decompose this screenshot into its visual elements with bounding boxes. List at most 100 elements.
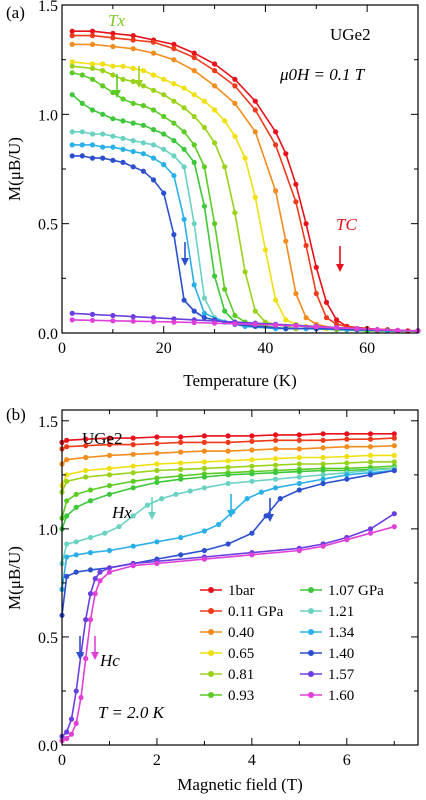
panel-a-series-9 (69, 153, 421, 334)
arrow-indicator (113, 74, 121, 98)
data-point (293, 199, 299, 205)
data-point (161, 76, 167, 82)
data-point (191, 159, 197, 165)
data-point (296, 547, 302, 554)
legend-label: 1.60 (328, 688, 354, 704)
data-point (391, 511, 397, 517)
data-point (178, 449, 184, 455)
data-point (69, 63, 75, 69)
data-point (344, 453, 350, 460)
data-point (150, 87, 157, 93)
data-point (232, 100, 238, 106)
data-point (87, 498, 94, 504)
data-point (320, 543, 326, 549)
data-point (252, 129, 258, 135)
data-point (110, 30, 116, 36)
data-point (354, 326, 360, 332)
data-point (181, 164, 187, 170)
data-point (161, 113, 167, 120)
panel-a-arrows (113, 66, 344, 272)
data-point (334, 317, 340, 323)
data-point (249, 457, 255, 463)
data-point (181, 216, 187, 222)
data-point (97, 569, 103, 575)
data-point (87, 534, 94, 541)
data-point (367, 431, 374, 437)
data-point (225, 458, 231, 464)
data-point (344, 444, 350, 450)
y-tick-label: 1.5 (38, 414, 58, 431)
data-point (100, 131, 106, 137)
data-point (140, 83, 146, 89)
data-point (273, 446, 279, 452)
series-line (72, 61, 418, 332)
data-point (89, 33, 96, 39)
data-point (277, 496, 283, 502)
data-point (159, 496, 165, 502)
series-line (72, 155, 418, 332)
data-point (89, 76, 96, 82)
data-point (106, 491, 113, 497)
data-point (252, 321, 258, 327)
data-point (249, 478, 255, 484)
data-point (64, 478, 70, 484)
panel-b-xlabel: Magnetic field (T) (177, 775, 303, 794)
data-point (249, 463, 255, 469)
data-point (273, 142, 279, 148)
data-point (191, 319, 197, 326)
series-line (72, 65, 418, 332)
data-point (69, 142, 75, 148)
data-point (144, 502, 150, 508)
data-point (367, 452, 374, 458)
data-point (374, 326, 380, 333)
data-point (89, 61, 96, 67)
data-point (130, 78, 136, 85)
data-point (181, 105, 187, 111)
data-point (296, 487, 302, 493)
data-point (154, 475, 160, 481)
data-point (283, 238, 289, 244)
data-point (273, 432, 279, 438)
data-point (110, 116, 116, 122)
data-point (140, 140, 146, 146)
data-point (367, 530, 374, 536)
data-point (201, 485, 207, 491)
data-point (273, 485, 279, 491)
data-point (178, 534, 184, 541)
data-point (130, 100, 136, 106)
legend-label: 1.34 (328, 625, 355, 641)
panel-a-tc-label: TC (336, 215, 357, 234)
data-point (130, 442, 136, 448)
data-point (252, 98, 258, 104)
legend-swatch-marker (208, 692, 214, 698)
panel-a-series-0 (69, 28, 421, 334)
data-point (191, 50, 197, 56)
data-point (89, 317, 96, 323)
data-point (150, 127, 157, 133)
data-point (110, 133, 116, 139)
data-point (212, 273, 218, 279)
arrow-indicator (135, 66, 143, 88)
data-point (89, 311, 96, 317)
data-point (313, 324, 319, 330)
data-point (130, 46, 136, 52)
data-point (225, 433, 231, 439)
data-point (225, 464, 231, 470)
data-point (212, 83, 218, 89)
legend-label: 0.11 GPa (228, 604, 284, 620)
arrow-indicator (266, 498, 274, 522)
data-point (154, 440, 160, 447)
data-point (262, 247, 268, 253)
legend-swatch-marker (208, 587, 214, 593)
data-point (140, 68, 146, 74)
data-point (92, 576, 98, 582)
panel-a-compound-label: UGe2 (330, 25, 371, 44)
data-point (130, 470, 136, 476)
legend-swatch-marker (208, 650, 214, 656)
data-point (150, 72, 157, 78)
data-point (120, 76, 126, 82)
data-point (120, 96, 126, 102)
panel-b-series-group (59, 431, 397, 744)
data-point (140, 168, 146, 174)
